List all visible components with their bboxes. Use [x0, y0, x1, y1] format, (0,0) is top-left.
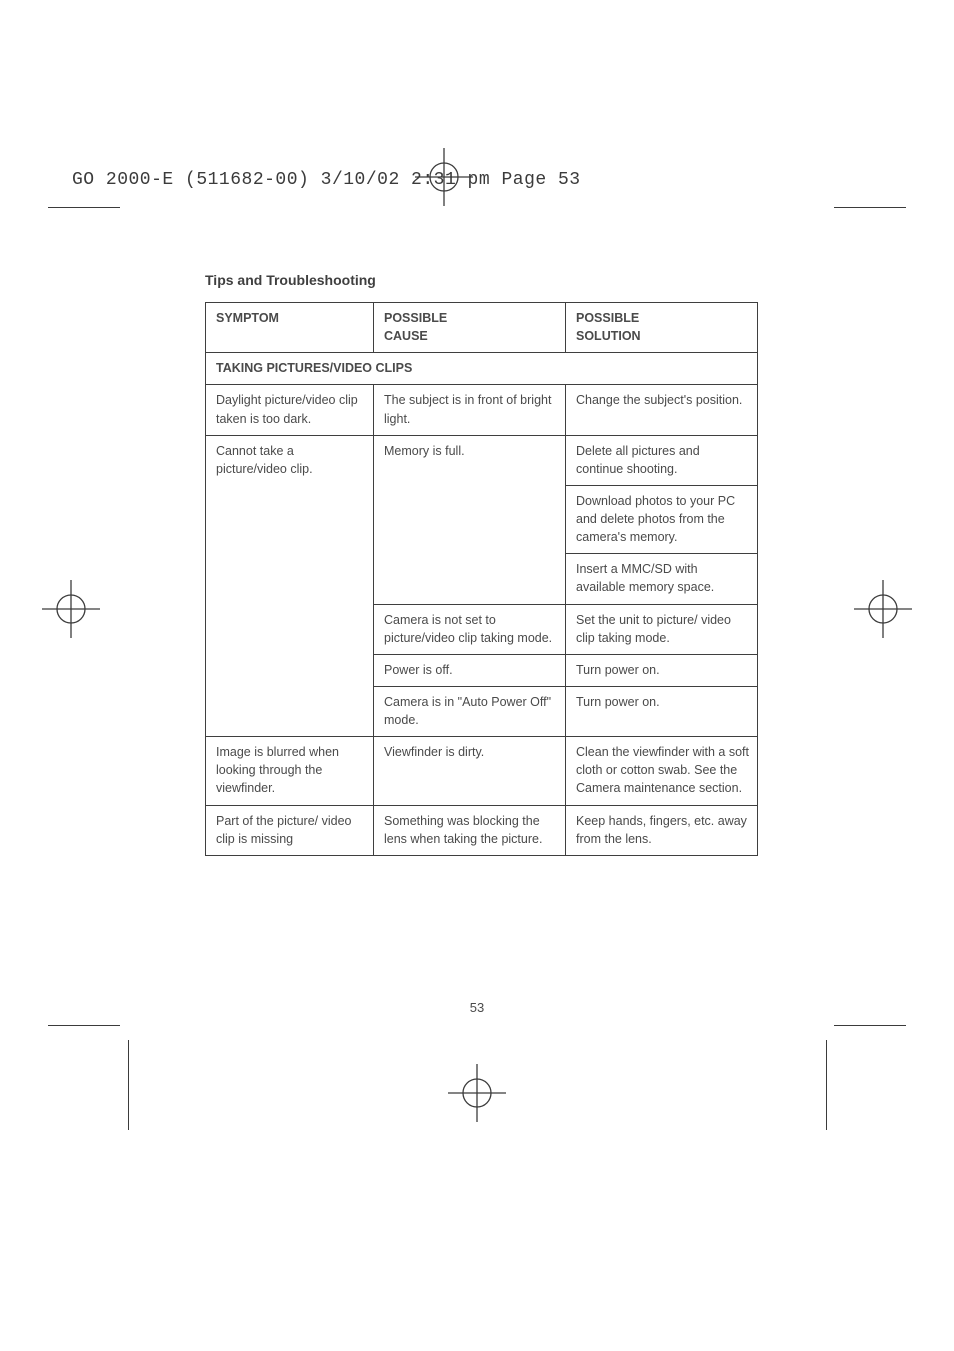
registration-mark-icon [854, 580, 912, 638]
cell-symptom: Image is blurred when looking through th… [206, 737, 374, 805]
table-row: Daylight picture/video clip taken is too… [206, 385, 758, 435]
cell-cause: Camera is not set to picture/video clip … [374, 604, 566, 654]
crop-mark-icon [834, 207, 906, 208]
crop-mark-icon [128, 1040, 129, 1130]
cell-solution: Change the subject's position. [566, 385, 758, 435]
cell-solution: Clean the viewfinder with a soft cloth o… [566, 737, 758, 805]
cell-solution: Keep hands, fingers, etc. away from the … [566, 805, 758, 855]
troubleshooting-table: SYMPTOM POSSIBLE CAUSE POSSIBLE SOLUTION… [205, 302, 758, 856]
cell-solution: Turn power on. [566, 686, 758, 736]
crop-mark-icon [48, 1025, 120, 1026]
table-section-row: TAKING PICTURES/VIDEO CLIPS [206, 353, 758, 385]
header-solution: POSSIBLE SOLUTION [566, 303, 758, 353]
registration-mark-icon [415, 148, 473, 206]
section-title: Tips and Troubleshooting [205, 272, 757, 288]
cell-solution: Delete all pictures and continue shootin… [566, 435, 758, 485]
page-number: 53 [0, 1000, 954, 1015]
cell-cause: Camera is in "Auto Power Off" mode. [374, 686, 566, 736]
print-header: GO 2000-E (511682-00) 3/10/02 2:31 pm Pa… [72, 170, 581, 190]
header-solution-line1: POSSIBLE [576, 311, 639, 325]
table-row: Cannot take a picture/video clip. Memory… [206, 435, 758, 485]
cell-cause: Memory is full. [374, 435, 566, 604]
cell-cause: Viewfinder is dirty. [374, 737, 566, 805]
header-solution-line2: SOLUTION [576, 329, 641, 343]
table-header-row: SYMPTOM POSSIBLE CAUSE POSSIBLE SOLUTION [206, 303, 758, 353]
crop-mark-icon [826, 1040, 827, 1130]
cell-cause: The subject is in front of bright light. [374, 385, 566, 435]
header-cause: POSSIBLE CAUSE [374, 303, 566, 353]
cell-cause: Something was blocking the lens when tak… [374, 805, 566, 855]
cell-solution: Set the unit to picture/ video clip taki… [566, 604, 758, 654]
table-section-header: TAKING PICTURES/VIDEO CLIPS [206, 353, 758, 385]
table-row: Image is blurred when looking through th… [206, 737, 758, 805]
registration-mark-icon [42, 580, 100, 638]
registration-mark-icon [448, 1064, 506, 1122]
crop-mark-icon [834, 1025, 906, 1026]
header-symptom: SYMPTOM [206, 303, 374, 353]
cell-cause: Power is off. [374, 654, 566, 686]
header-cause-line1: POSSIBLE [384, 311, 447, 325]
cell-solution: Insert a MMC/SD with available memory sp… [566, 554, 758, 604]
header-cause-line2: CAUSE [384, 329, 428, 343]
cell-solution: Turn power on. [566, 654, 758, 686]
cell-symptom: Part of the picture/ video clip is missi… [206, 805, 374, 855]
crop-mark-icon [48, 207, 120, 208]
page-content: Tips and Troubleshooting SYMPTOM POSSIBL… [205, 272, 757, 856]
cell-symptom: Daylight picture/video clip taken is too… [206, 385, 374, 435]
table-row: Part of the picture/ video clip is missi… [206, 805, 758, 855]
cell-solution: Download photos to your PC and delete ph… [566, 485, 758, 553]
cell-symptom: Cannot take a picture/video clip. [206, 435, 374, 737]
